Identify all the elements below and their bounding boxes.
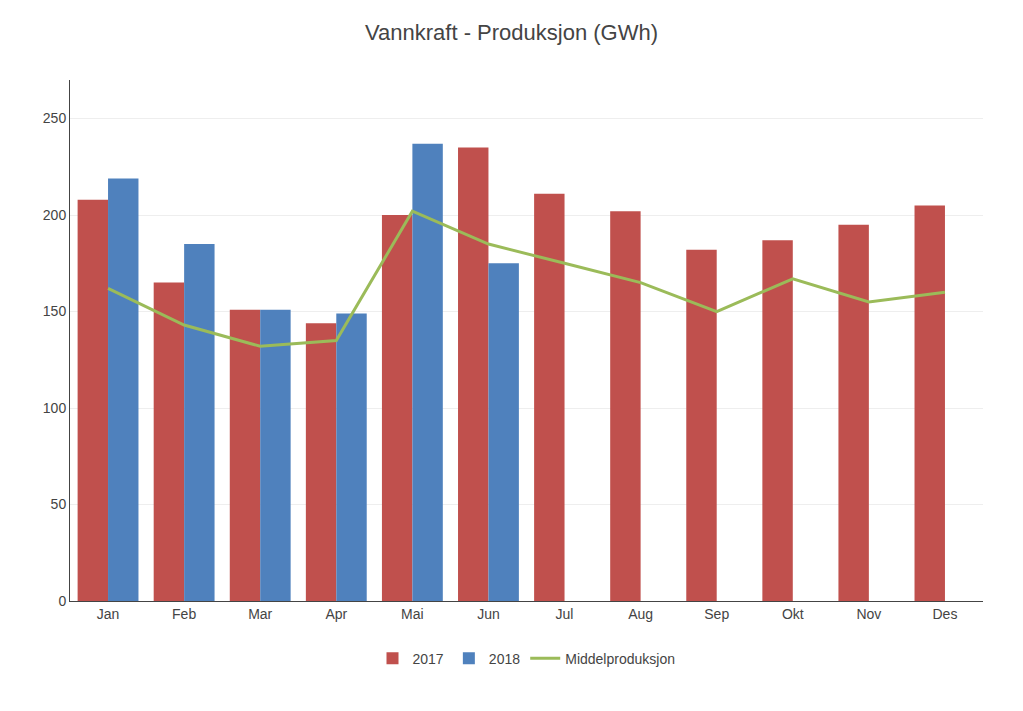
svg-text:Vannkraft - Produksjon (GWh): Vannkraft - Produksjon (GWh) bbox=[365, 20, 658, 45]
svg-text:Mai: Mai bbox=[401, 606, 424, 622]
svg-text:Okt: Okt bbox=[782, 606, 804, 622]
svg-text:Jan: Jan bbox=[97, 606, 120, 622]
svg-text:Apr: Apr bbox=[325, 606, 347, 622]
svg-text:0: 0 bbox=[58, 593, 66, 609]
svg-text:100: 100 bbox=[43, 400, 67, 416]
svg-text:Nov: Nov bbox=[856, 606, 881, 622]
svg-text:Sep: Sep bbox=[704, 606, 729, 622]
svg-text:150: 150 bbox=[43, 303, 67, 319]
svg-text:50: 50 bbox=[51, 496, 67, 512]
svg-text:Aug: Aug bbox=[628, 606, 653, 622]
svg-text:Jun: Jun bbox=[477, 606, 500, 622]
svg-text:200: 200 bbox=[43, 207, 67, 223]
svg-text:Feb: Feb bbox=[172, 606, 196, 622]
svg-text:2018: 2018 bbox=[489, 651, 520, 667]
svg-text:Middelproduksjon: Middelproduksjon bbox=[565, 651, 675, 667]
svg-text:Jul: Jul bbox=[556, 606, 574, 622]
svg-text:2017: 2017 bbox=[413, 651, 444, 667]
svg-text:Mar: Mar bbox=[248, 606, 272, 622]
svg-text:Des: Des bbox=[933, 606, 958, 622]
svg-text:250: 250 bbox=[43, 110, 67, 126]
